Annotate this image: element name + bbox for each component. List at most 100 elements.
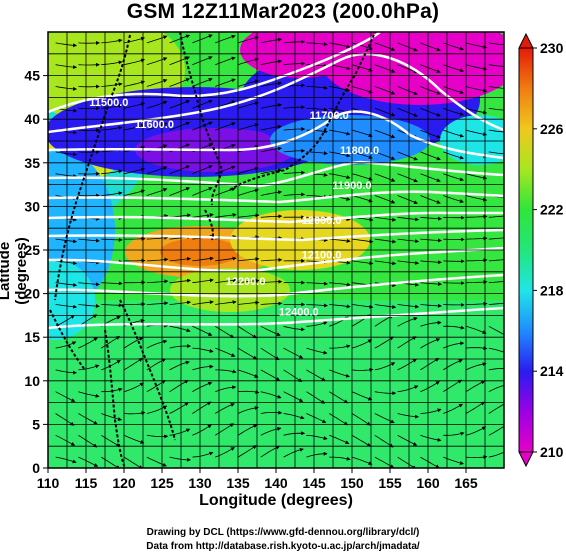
x-tick-label: 110 <box>37 475 60 491</box>
streamline <box>215 122 236 131</box>
streamline <box>169 300 192 305</box>
streamline <box>169 360 190 371</box>
streamline <box>237 278 260 284</box>
streamline <box>351 42 373 50</box>
streamline <box>420 338 441 349</box>
streamline <box>488 451 504 458</box>
streamline <box>374 151 396 161</box>
streamline <box>214 423 235 436</box>
streamline <box>465 64 488 71</box>
streamline <box>283 105 306 110</box>
streamline <box>420 195 441 204</box>
contour-label: 12400.0 <box>279 306 319 318</box>
x-tick-label: 160 <box>416 475 440 491</box>
streamline <box>214 325 235 339</box>
streamline <box>192 364 214 371</box>
streamline <box>123 337 144 349</box>
streamline <box>488 64 504 67</box>
streamline <box>260 369 281 381</box>
streamline <box>55 341 77 349</box>
streamline <box>420 260 442 265</box>
streamline <box>192 121 213 131</box>
streamline <box>306 151 328 156</box>
streamline <box>146 100 168 109</box>
streamline <box>397 216 420 222</box>
streamline <box>306 391 326 404</box>
streamline <box>169 278 192 284</box>
streamline <box>260 59 283 66</box>
streamline <box>397 151 418 161</box>
streamline <box>397 304 420 309</box>
streamline <box>237 35 259 44</box>
streamline <box>192 300 214 305</box>
streamline <box>169 34 191 44</box>
streamline <box>55 173 78 179</box>
streamline <box>283 192 306 197</box>
contour-label: 11900.0 <box>332 180 371 192</box>
streamline <box>306 303 328 308</box>
streamline <box>397 316 418 327</box>
x-tick-label: 125 <box>150 475 174 491</box>
streamline <box>192 401 212 414</box>
streamline <box>78 238 100 243</box>
streamline <box>374 238 397 244</box>
streamline <box>397 173 418 183</box>
streamline <box>146 434 169 439</box>
temperature-field <box>48 32 504 468</box>
streamline <box>237 369 259 378</box>
streamline <box>55 151 78 157</box>
y-tick-label: 15 <box>24 329 40 345</box>
streamline <box>397 260 420 265</box>
streamline <box>192 212 214 218</box>
streamline <box>465 42 488 49</box>
streamline <box>260 214 283 219</box>
streamline <box>488 347 504 353</box>
colorbar-tick-label: 230 <box>540 40 564 56</box>
streamline <box>55 413 75 426</box>
streamline <box>465 258 488 263</box>
streamline <box>443 151 464 160</box>
streamline <box>215 165 236 175</box>
streamline <box>351 129 373 138</box>
streamline <box>123 358 143 371</box>
x-tick-label: 155 <box>378 475 402 491</box>
streamline <box>374 304 397 309</box>
streamline <box>260 257 283 262</box>
streamline <box>146 257 169 262</box>
streamline <box>488 129 504 133</box>
streamline <box>420 303 442 308</box>
streamline <box>420 238 442 243</box>
streamline <box>192 34 213 44</box>
streamline <box>78 456 99 467</box>
streamline <box>283 39 306 44</box>
streamline <box>123 434 145 444</box>
streamline <box>351 260 374 266</box>
y-tick-label: 35 <box>24 155 40 171</box>
streamline <box>465 214 488 219</box>
streamline <box>260 279 283 284</box>
streamline <box>488 151 504 155</box>
colorbar-tick-label: 214 <box>540 363 564 379</box>
x-tick-label: 130 <box>188 475 212 491</box>
streamline <box>260 391 282 399</box>
streamline <box>283 127 306 131</box>
streamline <box>146 35 168 44</box>
streamline <box>306 321 328 327</box>
streamline <box>465 325 487 334</box>
streamline <box>351 456 373 465</box>
streamline <box>146 79 168 87</box>
contour-labels: 11500.0 11600.0 11700.0 11800.0 11900.0 12000… <box>89 97 379 318</box>
streamline <box>283 148 306 153</box>
streamline <box>146 235 169 240</box>
streamline <box>237 406 259 414</box>
streamline <box>237 325 257 339</box>
x-tick-label: 115 <box>75 475 98 491</box>
streamline <box>123 189 146 196</box>
streamline <box>237 347 258 360</box>
streamline <box>488 302 504 305</box>
streamline <box>351 86 373 94</box>
streamline <box>260 124 283 131</box>
streamline <box>351 173 373 181</box>
streamline <box>488 215 504 218</box>
y-tick-label: 20 <box>24 286 40 302</box>
